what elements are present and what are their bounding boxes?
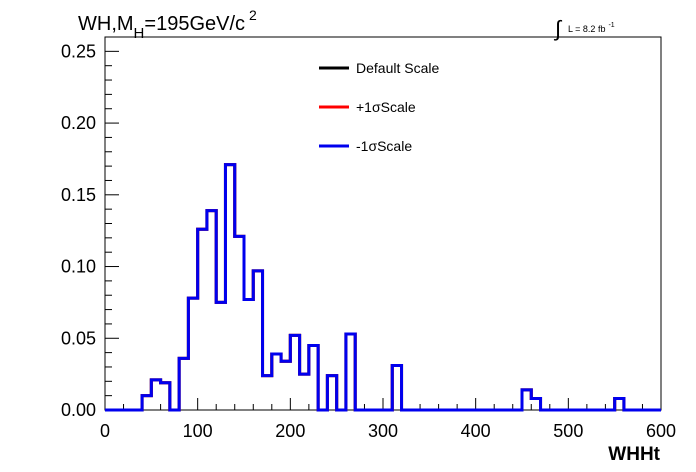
chart-title-superscript: 2	[249, 7, 257, 23]
chart-title-subscript: H	[134, 25, 145, 42]
legend-label: -1σScale	[356, 138, 412, 154]
legend-label: Default Scale	[356, 60, 439, 76]
y-tick-label: 0.15	[61, 185, 96, 205]
series-line-2	[105, 163, 661, 412]
chart-title-prefix: WH,M	[78, 13, 134, 35]
y-tick-label: 0.25	[61, 41, 96, 61]
x-tick-label: 400	[461, 421, 491, 441]
series-layer	[105, 163, 661, 412]
x-tick-label: 0	[100, 421, 110, 441]
y-tick-label: 0.00	[61, 400, 96, 420]
x-tick-label: 200	[275, 421, 305, 441]
legend-label: +1σScale	[356, 99, 416, 115]
x-tick-label: 300	[368, 421, 398, 441]
lumi-superscript: -1	[608, 22, 614, 29]
lumi-label: L = 8.2 fb -1	[568, 22, 615, 34]
x-axis: 0 100 200 300 400 500 600	[100, 398, 676, 441]
y-tick-label: 0.20	[61, 113, 96, 133]
y-tick-label: 0.05	[61, 328, 96, 348]
series-line-0	[105, 163, 661, 412]
x-tick-label: 600	[646, 421, 676, 441]
lumi-text: L = 8.2 fb	[568, 24, 605, 34]
x-axis-label: WHHt	[608, 444, 660, 465]
legend: Default Scale +1σScale -1σScale	[319, 60, 439, 154]
y-axis: 0.00 0.05 0.10 0.15 0.20 0.25	[61, 36, 119, 420]
chart-title: WH,MH=195GeV/c 2	[78, 7, 257, 42]
x-tick-label: 100	[183, 421, 213, 441]
lumi-integral-symbol: ∫	[553, 16, 563, 41]
chart-title-suffix: =195GeV/c	[144, 13, 245, 35]
series-line-1	[105, 163, 661, 412]
y-tick-label: 0.10	[61, 257, 96, 277]
x-tick-label: 500	[553, 421, 583, 441]
